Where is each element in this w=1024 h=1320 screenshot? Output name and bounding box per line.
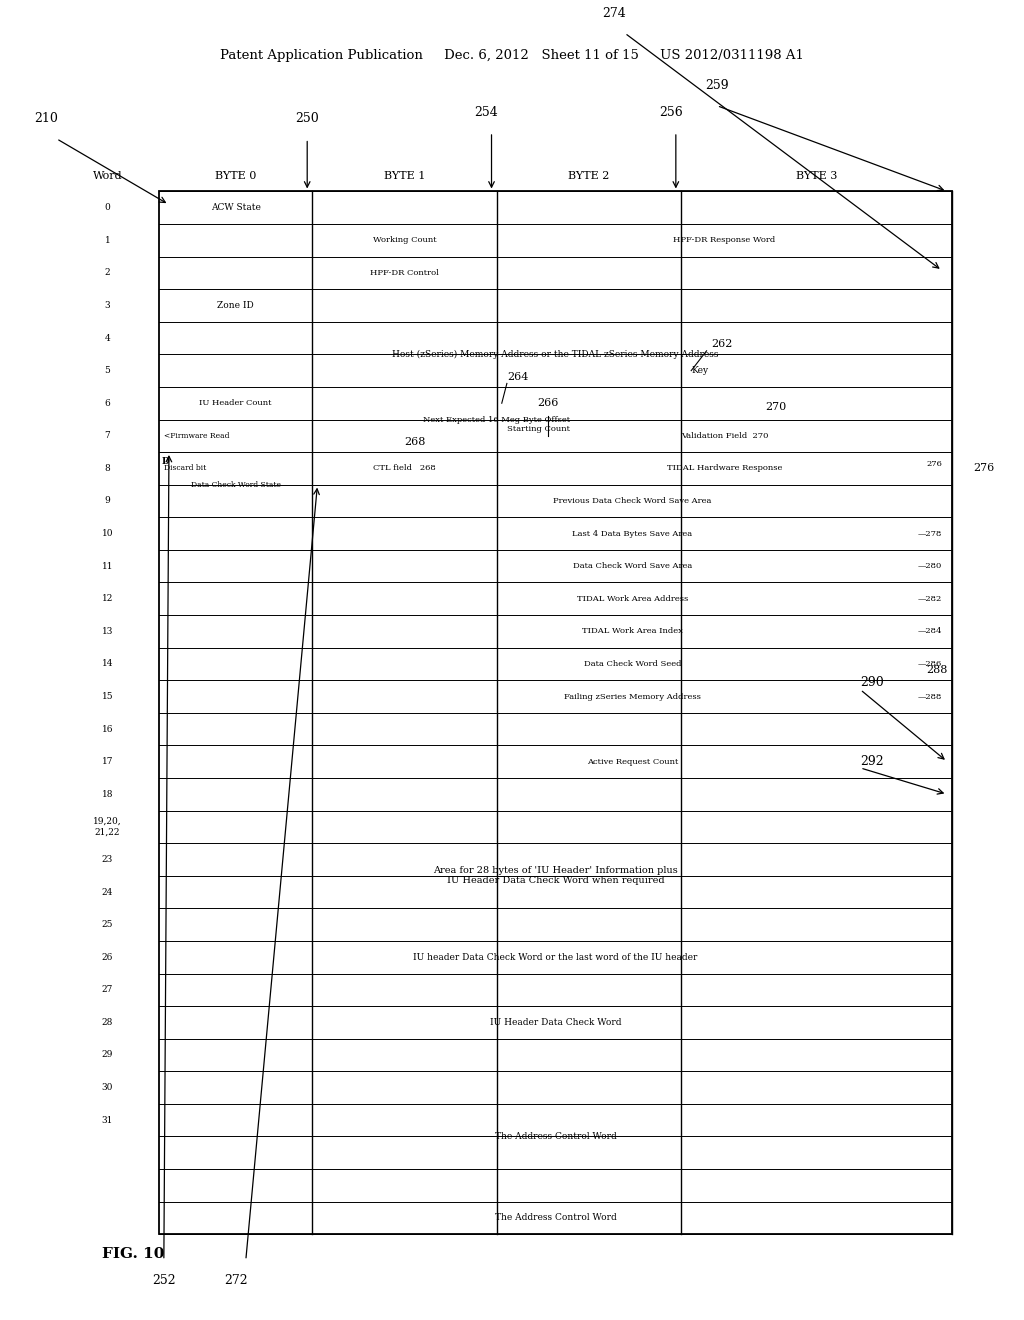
Text: 5: 5 <box>104 366 111 375</box>
Text: 16: 16 <box>101 725 114 734</box>
Text: 3: 3 <box>104 301 111 310</box>
Text: —282: —282 <box>918 595 942 603</box>
Text: 2: 2 <box>104 268 111 277</box>
Text: Word: Word <box>93 170 122 181</box>
Text: Key: Key <box>691 366 709 375</box>
Text: <Firmware Read: <Firmware Read <box>164 432 229 440</box>
Text: 12: 12 <box>101 594 114 603</box>
Text: Host (zSeries) Memory Address or the TIDAL zSeries Memory Address: Host (zSeries) Memory Address or the TID… <box>392 350 719 359</box>
Text: HPF-DR Control: HPF-DR Control <box>370 269 439 277</box>
Text: 1: 1 <box>104 236 111 244</box>
Text: —280: —280 <box>918 562 942 570</box>
Text: 276: 276 <box>926 461 942 469</box>
Text: 14: 14 <box>101 660 114 668</box>
Text: 17: 17 <box>101 758 114 766</box>
Text: IU Header Count: IU Header Count <box>200 399 271 407</box>
Text: HPF-DR Response Word: HPF-DR Response Word <box>674 236 775 244</box>
Text: 276: 276 <box>973 463 994 474</box>
Text: 29: 29 <box>101 1051 114 1060</box>
Bar <box>159 191 952 1234</box>
Text: TIDAL Work Area Address: TIDAL Work Area Address <box>577 595 688 603</box>
Text: 0: 0 <box>104 203 111 213</box>
Text: TIDAL Hardware Response: TIDAL Hardware Response <box>667 465 782 473</box>
Text: 290: 290 <box>860 676 884 689</box>
Text: 18: 18 <box>101 789 114 799</box>
Text: 262: 262 <box>712 339 733 350</box>
Text: 288: 288 <box>926 665 947 675</box>
Text: 264: 264 <box>507 372 528 381</box>
Text: The Address Control Word: The Address Control Word <box>495 1213 616 1222</box>
Text: Previous Data Check Word Save Area: Previous Data Check Word Save Area <box>553 498 712 506</box>
Text: 10: 10 <box>101 529 114 539</box>
Text: 252: 252 <box>152 1274 176 1287</box>
Text: 7: 7 <box>104 432 111 441</box>
Text: 9: 9 <box>104 496 111 506</box>
Text: 4: 4 <box>104 334 111 343</box>
Text: Last 4 Data Bytes Save Area: Last 4 Data Bytes Save Area <box>572 529 692 537</box>
Text: Working Count: Working Count <box>373 236 436 244</box>
Text: 19,20,
21,22: 19,20, 21,22 <box>93 817 122 837</box>
Text: 254: 254 <box>474 106 499 119</box>
Text: 266: 266 <box>538 397 558 408</box>
Text: BYTE 3: BYTE 3 <box>796 170 838 181</box>
Text: The Address Control Word: The Address Control Word <box>495 1133 616 1140</box>
Text: 6: 6 <box>104 399 111 408</box>
Text: Area for 28 bytes of 'IU Header' Information plus
IU Header Data Check Word when: Area for 28 bytes of 'IU Header' Informa… <box>433 866 678 886</box>
Text: 13: 13 <box>101 627 114 636</box>
Text: BYTE 2: BYTE 2 <box>568 170 609 181</box>
Text: CTL field   268: CTL field 268 <box>373 465 436 473</box>
Text: 15: 15 <box>101 692 114 701</box>
Text: 210: 210 <box>34 112 58 125</box>
Text: Discard bit: Discard bit <box>164 465 206 473</box>
Text: 31: 31 <box>101 1115 114 1125</box>
Text: 28: 28 <box>101 1018 114 1027</box>
Text: Next Expected 16 Meg Byte Offset: Next Expected 16 Meg Byte Offset <box>423 416 570 424</box>
Text: 272: 272 <box>223 1274 248 1287</box>
Text: BYTE 1: BYTE 1 <box>384 170 425 181</box>
Text: 268: 268 <box>404 437 425 447</box>
Text: Validation Field  270: Validation Field 270 <box>681 432 768 440</box>
Text: FIG. 10: FIG. 10 <box>102 1247 164 1261</box>
Text: ACW State: ACW State <box>211 203 260 213</box>
Text: IU Header Data Check Word: IU Header Data Check Word <box>489 1018 622 1027</box>
Text: 23: 23 <box>102 855 113 865</box>
Text: 270: 270 <box>765 401 786 412</box>
Text: —286: —286 <box>918 660 942 668</box>
Text: 26: 26 <box>101 953 114 962</box>
Text: 292: 292 <box>860 755 884 768</box>
Text: 250: 250 <box>295 112 319 125</box>
Text: Starting Count: Starting Count <box>507 425 570 433</box>
Text: 25: 25 <box>101 920 114 929</box>
Text: 27: 27 <box>101 985 114 994</box>
Text: Active Request Count: Active Request Count <box>587 758 678 766</box>
Text: —284: —284 <box>918 627 942 635</box>
Text: 24: 24 <box>101 887 114 896</box>
Text: —288: —288 <box>918 693 942 701</box>
Text: Data Check Word Seed: Data Check Word Seed <box>584 660 681 668</box>
Text: 11: 11 <box>101 561 114 570</box>
Text: 30: 30 <box>101 1082 114 1092</box>
Text: IU header Data Check Word or the last word of the IU header: IU header Data Check Word or the last wo… <box>414 953 697 962</box>
Text: Failing zSeries Memory Address: Failing zSeries Memory Address <box>564 693 700 701</box>
Text: Patent Application Publication     Dec. 6, 2012   Sheet 11 of 15     US 2012/031: Patent Application Publication Dec. 6, 2… <box>220 49 804 62</box>
Text: TIDAL Work Area Index: TIDAL Work Area Index <box>582 627 683 635</box>
Text: —278: —278 <box>918 529 942 537</box>
Text: Zone ID: Zone ID <box>217 301 254 310</box>
Text: 274: 274 <box>602 7 627 20</box>
Text: Data Check Word Save Area: Data Check Word Save Area <box>572 562 692 570</box>
Text: Data Check Word State: Data Check Word State <box>190 480 281 488</box>
Text: 8: 8 <box>104 463 111 473</box>
Text: BYTE 0: BYTE 0 <box>215 170 256 181</box>
Text: D: D <box>162 457 170 466</box>
Text: 256: 256 <box>658 106 683 119</box>
Text: 259: 259 <box>705 79 729 92</box>
